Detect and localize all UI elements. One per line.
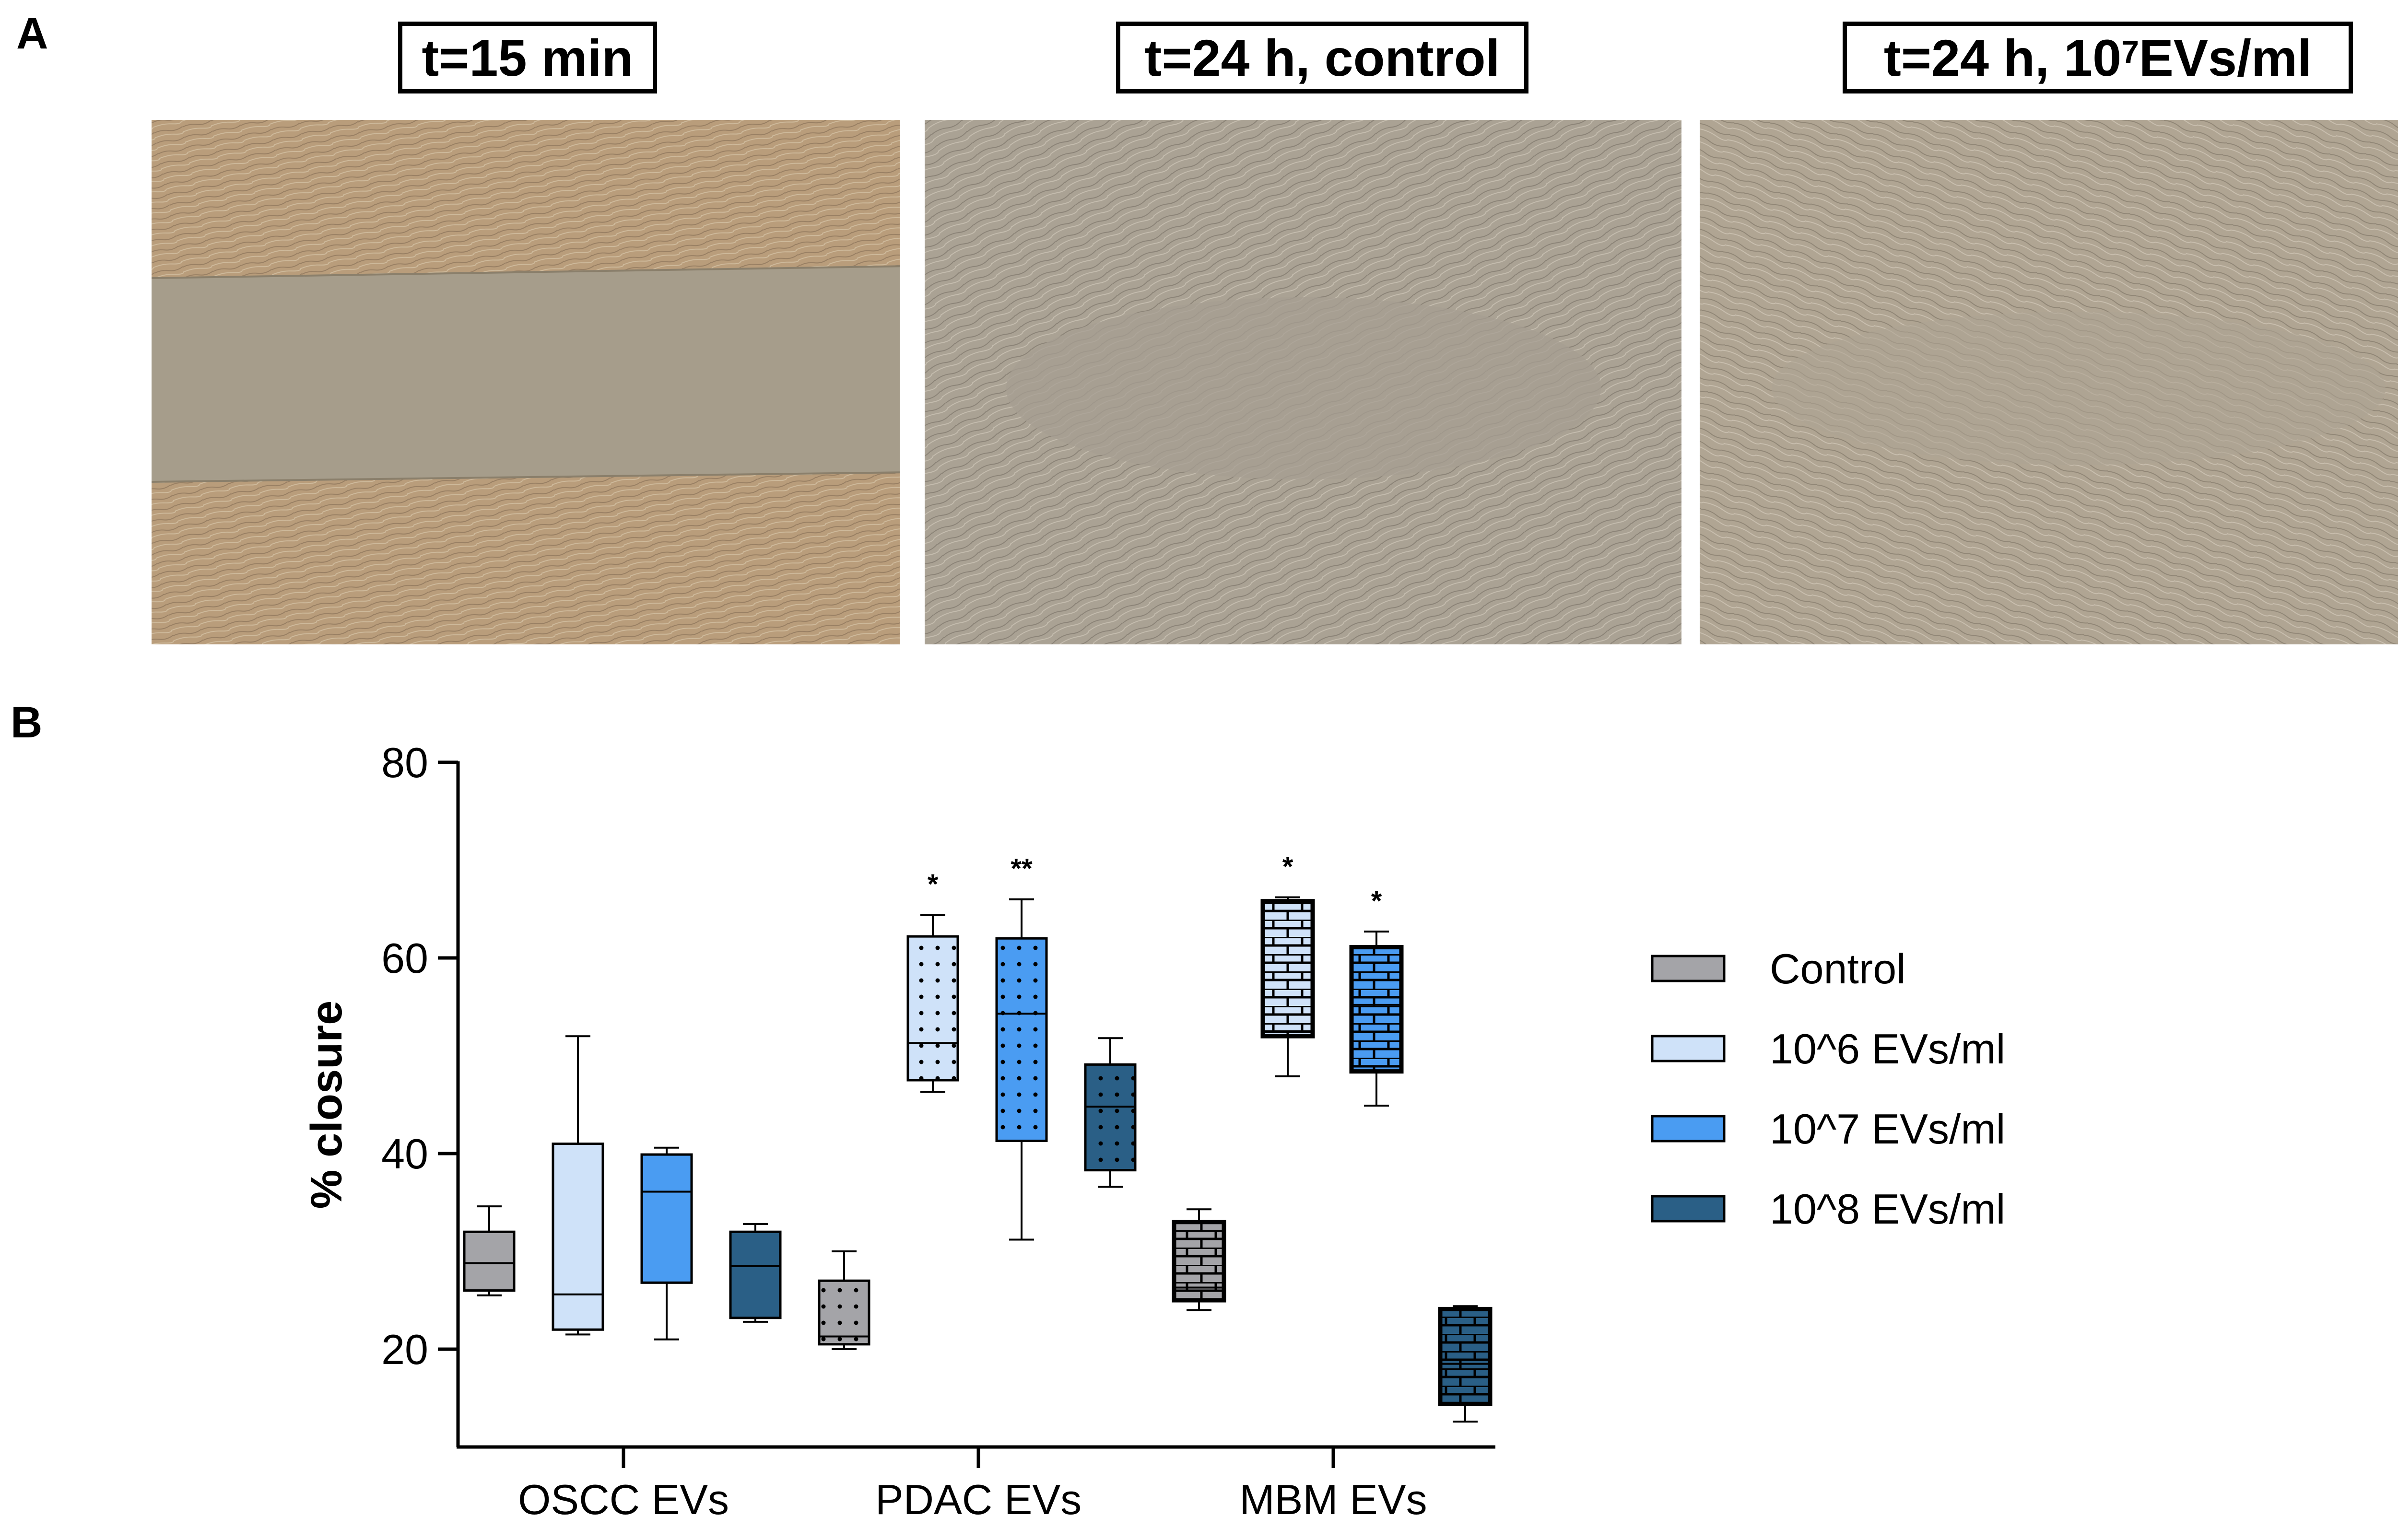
significance-marker: * bbox=[928, 869, 939, 900]
chart-axes: 20 40 60 80 % closure OSCC EVs PDAC EVs MBM EVs bbox=[302, 739, 1495, 1523]
y-tick-label-20: 20 bbox=[381, 1326, 428, 1373]
micrograph-t24-ev bbox=[1700, 120, 2398, 644]
y-tick-label-40: 40 bbox=[381, 1130, 428, 1178]
box-pattern-dots bbox=[1085, 1064, 1135, 1170]
legend-label: 10^8 EVs/ml bbox=[1770, 1185, 2005, 1233]
y-axis-label: % closure bbox=[302, 1001, 351, 1209]
y-tick-label-60: 60 bbox=[381, 934, 428, 982]
caption-t24-control-text: t=24 h, control bbox=[1144, 28, 1500, 87]
panel-a-letter: A bbox=[16, 9, 48, 58]
box-pattern-bricks bbox=[1352, 947, 1401, 1072]
box-outline-thick bbox=[1349, 945, 1404, 1074]
box-outline-thick bbox=[1172, 1220, 1226, 1303]
box-pattern-dots bbox=[908, 936, 958, 1080]
box-plot-chart: 20 40 60 80 % closure OSCC EVs PDAC EVs MBM EVs… bbox=[302, 739, 2005, 1523]
micrograph-t15 bbox=[152, 120, 908, 644]
caption-t24-ev: t=24 h, 10 7 EVs/ml bbox=[1843, 22, 2353, 93]
box-10-8-evs-ml-cat0 bbox=[729, 1230, 782, 1319]
caption-t24-ev-main: t=24 h, 10 bbox=[1883, 28, 2122, 87]
micrograph-t24-control bbox=[925, 120, 1681, 644]
legend-label: 10^7 EVs/ml bbox=[1770, 1105, 2005, 1153]
caption-t15: t=15 min bbox=[398, 22, 657, 93]
legend-label: 10^6 EVs/ml bbox=[1770, 1025, 2005, 1073]
box-control-cat0 bbox=[463, 1230, 516, 1292]
x-category-label: OSCC EVs bbox=[518, 1476, 729, 1523]
significance-marker: * bbox=[1282, 852, 1293, 883]
legend-swatch-10-6-evs-ml bbox=[1651, 1035, 1726, 1062]
legend-label: Control bbox=[1770, 945, 1906, 992]
box-pattern-bricks bbox=[1263, 901, 1313, 1037]
caption-t15-text: t=15 min bbox=[422, 28, 634, 87]
box-pattern-dots bbox=[819, 1281, 869, 1344]
box-pattern-dots bbox=[997, 938, 1046, 1141]
chart-boxes: ***** bbox=[463, 852, 1493, 1423]
x-category-label: PDAC EVs bbox=[875, 1476, 1081, 1523]
chart-legend: Control 10^6 EVs/ml 10^7 EVs/ml 10^8 EVs/ml bbox=[1651, 945, 2005, 1233]
box-pattern-bricks bbox=[1174, 1222, 1224, 1300]
legend-swatch-10-7-evs-ml bbox=[1651, 1115, 1726, 1143]
caption-t24-control: t=24 h, control bbox=[1116, 22, 1528, 93]
box-outline-thick bbox=[1260, 899, 1315, 1038]
box-10-6-evs-ml-cat0 bbox=[552, 1143, 604, 1331]
box-pattern-bricks bbox=[1440, 1309, 1490, 1404]
y-tick-label-80: 80 bbox=[381, 739, 428, 786]
box-10-7-evs-ml-cat0 bbox=[640, 1153, 693, 1284]
significance-marker: ** bbox=[1011, 853, 1033, 885]
legend-swatch-control bbox=[1651, 955, 1726, 982]
x-category-label: MBM EVs bbox=[1239, 1476, 1427, 1523]
caption-t24-ev-sup: 7 bbox=[2121, 34, 2139, 70]
legend-swatch-10-8-evs-ml bbox=[1651, 1195, 1726, 1223]
box-outline-thick bbox=[1438, 1307, 1493, 1406]
significance-marker: * bbox=[1371, 886, 1382, 917]
caption-t24-ev-tail: EVs/ml bbox=[2139, 28, 2312, 87]
panel-b-letter: B bbox=[11, 698, 43, 747]
